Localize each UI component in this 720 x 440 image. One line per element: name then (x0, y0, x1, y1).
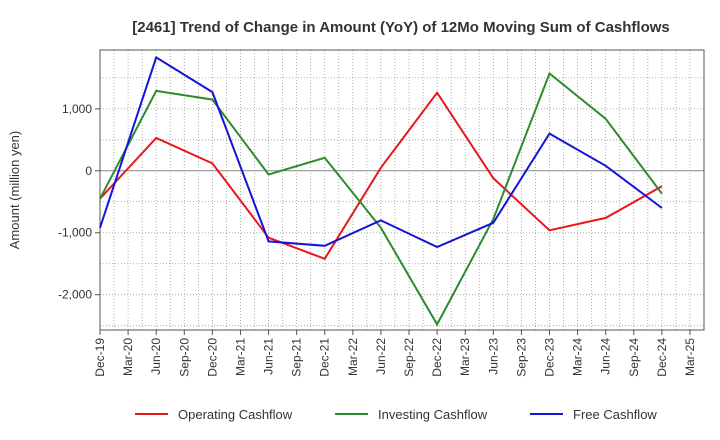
x-axis: Dec-19 Mar-20 Jun-20 Sep-20 Dec-20 Mar-21 Jun-… (93, 330, 697, 377)
x-tick-label: Dec-19 (93, 338, 107, 377)
series-line-investing-cashflow (99, 71, 663, 327)
x-tick-label: Jun-20 (149, 338, 163, 375)
x-tick-label: Mar-22 (346, 338, 360, 376)
x-tick-label: Mar-24 (571, 338, 585, 376)
x-tick-label: Sep-23 (514, 338, 528, 377)
legend: Operating Cashflow Investing Cashflow Free… (135, 407, 657, 422)
chart-title: [2461] Trend of Change in Amount (YoY) o… (132, 19, 670, 36)
y-axis-label: Amount (million yen) (7, 131, 22, 250)
y-tick-label: 0 (85, 164, 92, 178)
x-tick-label: Sep-24 (627, 338, 641, 377)
series-group (99, 55, 663, 327)
y-tick-label: -2,000 (58, 288, 92, 302)
plot-area (100, 50, 704, 330)
x-tick-label: Dec-20 (205, 338, 219, 377)
x-tick-label: Jun-24 (599, 338, 613, 375)
x-tick-label: Mar-21 (233, 338, 247, 376)
series-line-operating-cashflow (99, 90, 663, 261)
x-tick-label: Sep-22 (402, 338, 416, 377)
x-tick-label: Sep-20 (177, 338, 191, 377)
x-tick-label: Dec-24 (655, 338, 669, 377)
x-tick-label: Dec-22 (430, 338, 444, 377)
x-tick-label: Sep-21 (290, 338, 304, 377)
x-tick-label: Dec-23 (542, 338, 556, 377)
y-axis: 1,000 0 -1,000 -2,000 (58, 102, 100, 302)
legend-label-operating-cashflow: Operating Cashflow (178, 407, 293, 422)
x-tick-label: Dec-21 (318, 338, 332, 377)
x-tick-label: Jun-21 (262, 338, 276, 375)
plot-frame (99, 49, 705, 331)
x-tick-label: Jun-22 (374, 338, 388, 375)
x-tick-label: Mar-25 (683, 338, 697, 376)
series-line-free-cashflow (99, 55, 663, 249)
legend-label-investing-cashflow: Investing Cashflow (378, 407, 488, 422)
y-tick-label: -1,000 (58, 226, 92, 240)
x-tick-label: Mar-23 (458, 338, 472, 376)
legend-label-free-cashflow: Free Cashflow (573, 407, 657, 422)
y-tick-label: 1,000 (62, 102, 92, 116)
x-tick-label: Mar-20 (121, 338, 135, 376)
x-tick-label: Jun-23 (486, 338, 500, 375)
